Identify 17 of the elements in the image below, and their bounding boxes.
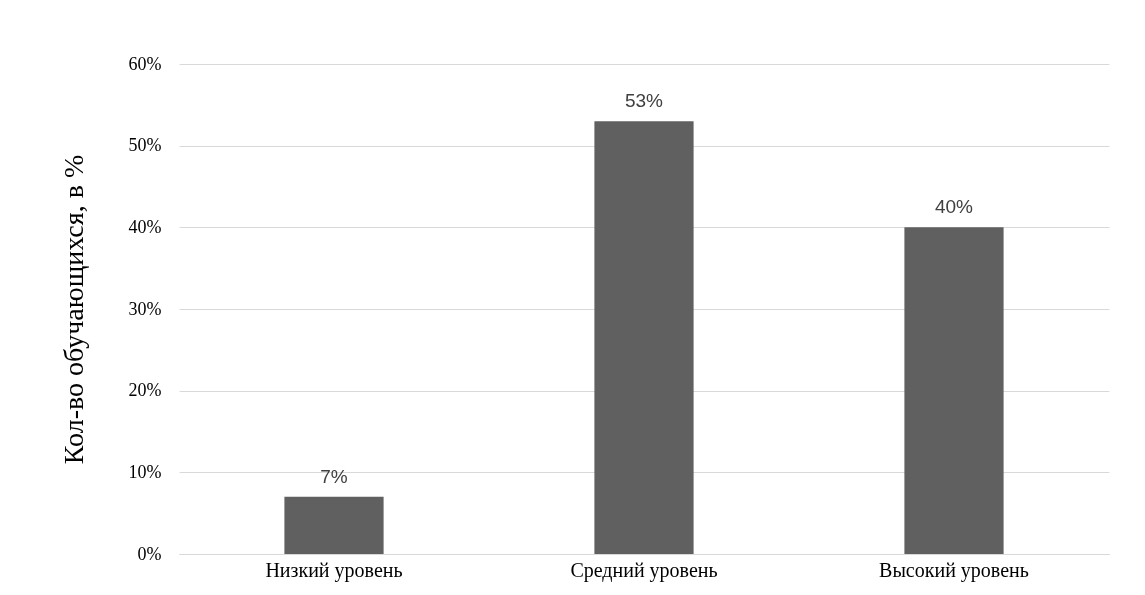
- y-axis-title: Кол-во обучающихся, в %: [57, 154, 89, 465]
- data-label: 40%: [934, 196, 974, 218]
- y-tick-label: 30%: [128, 298, 162, 319]
- x-tick-label: Высокий уровень: [879, 558, 1029, 582]
- y-tick-label: 60%: [128, 53, 162, 74]
- bar: [594, 121, 694, 554]
- y-tick-label: 50%: [128, 135, 162, 156]
- bar: [904, 227, 1004, 554]
- y-tick-label: 20%: [128, 380, 162, 401]
- y-tick-label: 0%: [137, 543, 162, 564]
- y-tick-label: 40%: [128, 216, 162, 237]
- x-tick-label: Средний уровень: [570, 558, 718, 582]
- y-tick-label: 10%: [128, 461, 162, 482]
- x-tick-label: Низкий уровень: [265, 558, 403, 582]
- bar: [284, 496, 384, 554]
- data-label: 53%: [624, 90, 664, 112]
- data-label: 7%: [320, 465, 348, 487]
